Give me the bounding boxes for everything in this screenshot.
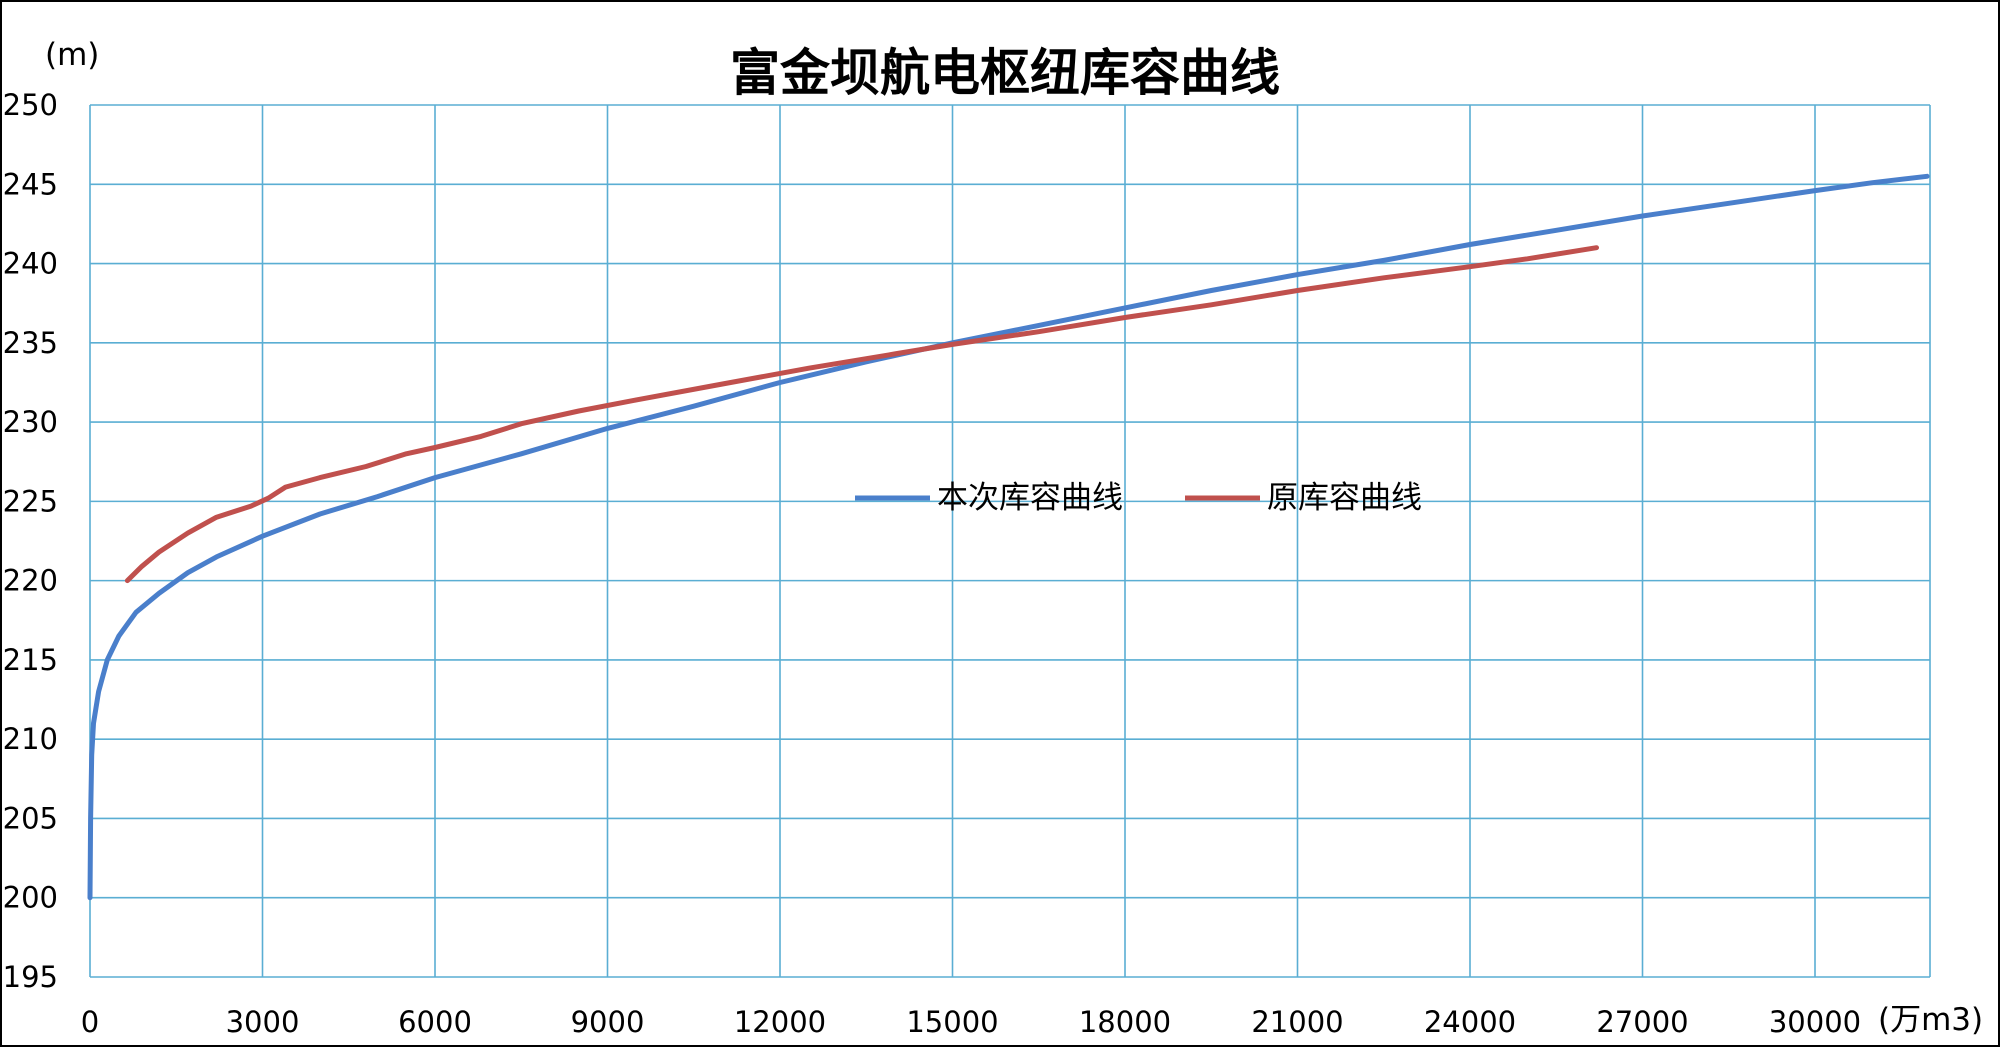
y-tick-label: 195 [3, 960, 58, 994]
plot-area [90, 105, 1930, 977]
y-tick-label: 215 [3, 643, 58, 677]
x-tick-label: 15000 [906, 1005, 998, 1039]
x-tick-label: 6000 [398, 1005, 472, 1039]
y-tick-label: 205 [3, 801, 58, 835]
y-axis-unit-label: (m) [45, 37, 99, 73]
x-tick-label: 0 [81, 1005, 99, 1039]
x-tick-label: 18000 [1079, 1005, 1171, 1039]
chart-title: 富金坝航电枢纽库容曲线 [730, 44, 1280, 102]
x-axis-unit-label: (万m3) [1878, 1002, 1983, 1038]
y-tick-label: 210 [3, 722, 58, 756]
horizontal-gridlines [90, 104, 1930, 978]
x-tick-label: 3000 [226, 1005, 300, 1039]
legend: 本次库容曲线 原库容曲线 [855, 480, 1422, 516]
y-tick-label: 235 [3, 326, 58, 360]
legend-label-original: 原库容曲线 [1267, 480, 1422, 516]
y-tick-label: 225 [3, 484, 58, 518]
y-tick-label: 200 [3, 881, 58, 915]
x-tick-label: 21000 [1251, 1005, 1343, 1039]
x-tick-label: 27000 [1596, 1005, 1688, 1039]
y-tick-label: 230 [3, 405, 58, 439]
x-tick-labels: 0 3000 6000 9000 12000 15000 18000 21000 24000 27… [81, 1005, 1861, 1039]
legend-label-current: 本次库容曲线 [937, 480, 1123, 516]
series-line-0 [87, 173, 1930, 901]
y-tick-label: 240 [3, 247, 58, 281]
x-tick-label: 30000 [1769, 1005, 1861, 1039]
y-tick-label: 220 [3, 564, 58, 598]
x-tick-label: 12000 [734, 1005, 826, 1039]
x-tick-label: 9000 [571, 1005, 645, 1039]
y-tick-label: 250 [3, 88, 58, 122]
y-tick-label: 245 [3, 167, 58, 201]
series-line-1 [124, 245, 1599, 584]
series-layer [87, 173, 1930, 901]
x-tick-label: 24000 [1424, 1005, 1516, 1039]
y-tick-labels: 195 200 205 210 215 220 225 230 235 240 245 250 [3, 88, 58, 994]
